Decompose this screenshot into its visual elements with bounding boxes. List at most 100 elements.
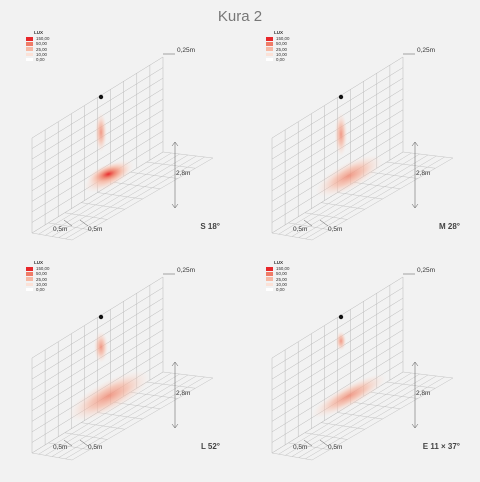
legend-item: 25,00: [26, 277, 49, 282]
floor-grid-line: [291, 374, 429, 457]
floor-grid-line: [291, 154, 429, 237]
legend-item: 10,00: [266, 52, 289, 57]
wall-grid-line: [271, 67, 404, 149]
legend-item: 50,00: [266, 41, 289, 46]
wall-grid-line: [271, 276, 404, 359]
isolux-diagram: [271, 273, 454, 461]
grid-dimension-tick: [303, 219, 313, 227]
wall-grid-line: [31, 120, 164, 202]
legend-header: LUX: [34, 260, 43, 265]
isolux-diagram: [31, 273, 214, 461]
height-dimension-arrows: [171, 141, 179, 209]
isolux-diagram: [271, 53, 454, 241]
legend-item: 150,00: [266, 36, 289, 41]
photometric-panel-e: LUX 150,00 50,00 25,00 10,00 0,00 0,25m …: [240, 260, 480, 482]
isolux-diagram: [31, 53, 214, 241]
legend-item: 0,00: [266, 57, 289, 62]
wall-grid-line: [271, 329, 404, 411]
wall-grid-line: [271, 319, 404, 401]
grid-left-label: 0,5m: [293, 444, 308, 451]
grid-dimension-tick: [79, 439, 89, 447]
lux-legend: LUX 150,00 50,00 25,00 10,00 0,00: [266, 260, 289, 292]
offset-label: 0,25m: [417, 47, 436, 54]
height-dimension-arrows: [171, 361, 179, 429]
beam-angle-label: S 18°: [200, 222, 220, 231]
luminaire-dot: [98, 314, 104, 320]
grid-dimension-tick: [63, 439, 73, 447]
wall-grid-line: [31, 276, 164, 359]
legend-item: 0,00: [26, 57, 49, 62]
legend-item: 150,00: [26, 266, 49, 271]
grid-dimension-tick: [303, 439, 313, 447]
grid-right-label: 0,5m: [88, 444, 103, 451]
wall-grid-line: [31, 287, 164, 369]
legend-item: 150,00: [26, 36, 49, 41]
grid-dimension-tick: [319, 219, 329, 227]
wall-light-pool: [335, 331, 347, 351]
wall-grid-line: [31, 56, 164, 139]
legend-header: LUX: [274, 260, 283, 265]
legend-item: 25,00: [266, 47, 289, 52]
lux-legend: LUX 150,00 50,00 25,00 10,00 0,00: [26, 30, 49, 62]
photometric-panel-l: LUX 150,00 50,00 25,00 10,00 0,00 0,25m …: [0, 260, 240, 482]
floor-grid-line: [305, 376, 445, 460]
floor-grid-line: [311, 157, 454, 241]
floor-grid-line: [285, 153, 420, 236]
legend-item: 10,00: [26, 52, 49, 57]
grid-right-label: 0,5m: [88, 226, 103, 233]
floor-grid-line: [51, 154, 189, 237]
lux-legend: LUX 150,00 50,00 25,00 10,00 0,00: [266, 30, 289, 62]
floor-grid-line: [45, 153, 180, 236]
height-label: 2,8m: [176, 170, 191, 177]
height-dimension-arrows: [411, 361, 419, 429]
wall-grid-line: [31, 67, 164, 149]
wall-grid-line: [31, 109, 164, 191]
wall-grid-line: [271, 308, 404, 390]
floor-grid-line: [305, 156, 445, 240]
grid-left-label: 0,5m: [53, 444, 68, 451]
legend-item: 150,00: [266, 266, 289, 271]
height-label: 2,8m: [416, 390, 431, 397]
floor-grid-line: [58, 155, 197, 238]
floor-grid-line: [58, 375, 197, 458]
legend-item: 25,00: [26, 47, 49, 52]
floor-grid-line: [45, 373, 180, 456]
floor-light-pool: [315, 154, 383, 198]
photometric-panel-m: LUX 150,00 50,00 25,00 10,00 0,00 0,25m …: [240, 30, 480, 252]
grid-right-label: 0,5m: [328, 444, 343, 451]
height-label: 2,8m: [416, 170, 431, 177]
grid-dimension-tick: [63, 219, 73, 227]
floor-grid-line: [71, 377, 214, 461]
offset-label: 0,25m: [177, 47, 196, 54]
wall-grid-line: [271, 120, 404, 202]
legend-item: 50,00: [26, 271, 49, 276]
legend-header: LUX: [34, 30, 43, 35]
wall-grid-line: [271, 56, 404, 139]
wall-grid-line: [31, 329, 164, 411]
floor-light-core: [87, 162, 130, 186]
luminaire-dot: [98, 94, 104, 100]
floor-grid-line: [65, 376, 205, 460]
grid-left-label: 0,5m: [53, 226, 68, 233]
wall-light-pool: [94, 112, 108, 153]
floor-grid-line: [298, 375, 437, 458]
offset-label: 0,25m: [177, 267, 196, 274]
floor-grid-line: [38, 152, 172, 235]
lux-legend: LUX 150,00 50,00 25,00 10,00 0,00: [26, 260, 49, 292]
page-title: Kura 2: [217, 8, 263, 25]
photometric-panel-s: LUX 150,00 50,00 25,00 10,00 0,00 0,25m …: [0, 30, 240, 252]
legend-item: 25,00: [266, 277, 289, 282]
floor-grid-line: [71, 157, 214, 241]
legend-item: 0,00: [266, 287, 289, 292]
floor-grid-line: [311, 377, 454, 461]
floor-light-pool: [311, 373, 387, 419]
legend-item: 50,00: [26, 41, 49, 46]
legend-item: 50,00: [266, 271, 289, 276]
wall-grid-line: [271, 287, 404, 369]
floor-grid-line: [65, 156, 205, 240]
legend-header: LUX: [274, 30, 283, 35]
legend-item: 10,00: [26, 282, 49, 287]
floor-grid-line: [285, 373, 420, 456]
floor-grid-line: [31, 151, 164, 234]
luminaire-dot: [338, 314, 344, 320]
